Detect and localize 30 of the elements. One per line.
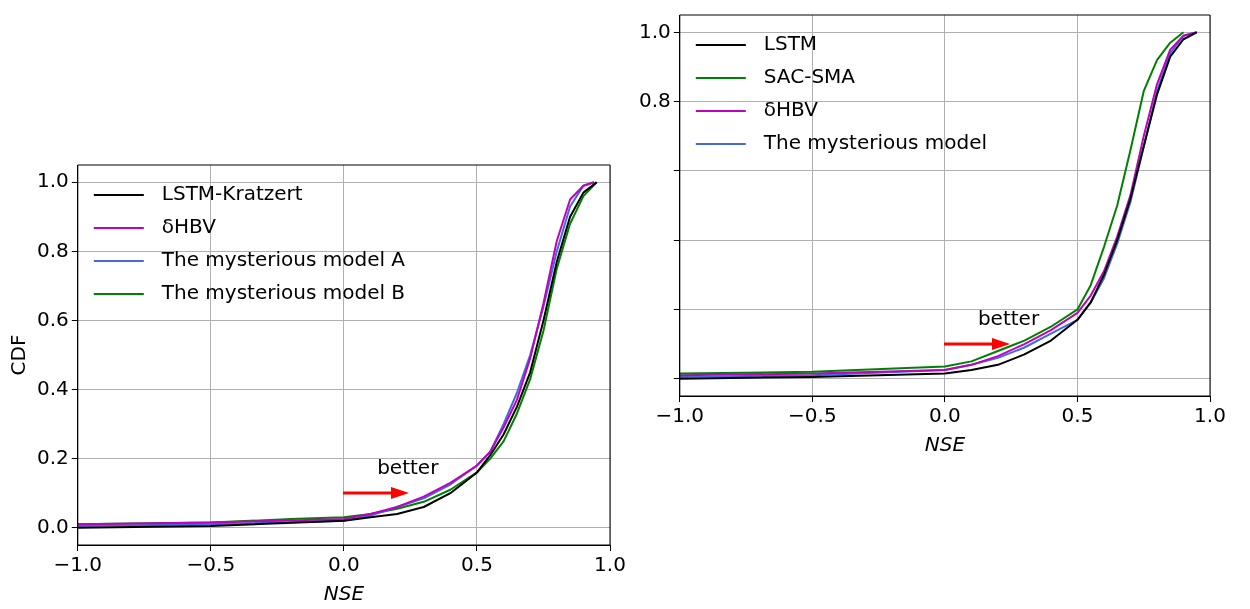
annotation: better — [377, 455, 440, 480]
x-tick-label: 0.0 — [929, 403, 961, 428]
x-axis-title: NSE — [924, 432, 966, 457]
legend-label: LSTM — [763, 31, 818, 56]
x-tick-label: −0.5 — [788, 403, 837, 428]
x-tick-label: −0.5 — [186, 552, 236, 577]
legend-label: The mysterious model A — [160, 247, 406, 272]
legend-label: The mysterious model — [762, 130, 987, 155]
legend-label: LSTM-Kratzert — [161, 181, 303, 206]
legend-label: δHBV — [161, 214, 217, 239]
y-tick-label: 0.2 — [36, 444, 69, 469]
y-tick-label: 0.0 — [36, 513, 69, 538]
legend-label: The mysterious model B — [160, 280, 406, 305]
y-tick-label: 0.4 — [36, 375, 69, 400]
annotation: better — [977, 306, 1040, 330]
x-tick-label: 0.5 — [461, 552, 493, 577]
legend-label: δHBV — [763, 97, 819, 122]
y-tick-label: 0.8 — [36, 237, 69, 262]
x-tick-label: 1.0 — [594, 552, 626, 577]
legend-label: SAC-SMA — [763, 64, 856, 89]
x-axis-title: NSE — [323, 581, 365, 606]
y-axis-title: CDF — [6, 334, 31, 376]
y-tick-label: 0.8 — [638, 87, 671, 112]
x-tick-label: 1.0 — [1194, 403, 1226, 428]
y-tick-label: 1.0 — [36, 168, 69, 193]
x-tick-label: −1.0 — [53, 552, 103, 577]
x-tick-label: −1.0 — [655, 403, 705, 428]
y-tick-label: 0.6 — [36, 306, 69, 331]
x-tick-label: 0.5 — [1061, 403, 1094, 428]
x-tick-label: 0.0 — [328, 552, 360, 577]
